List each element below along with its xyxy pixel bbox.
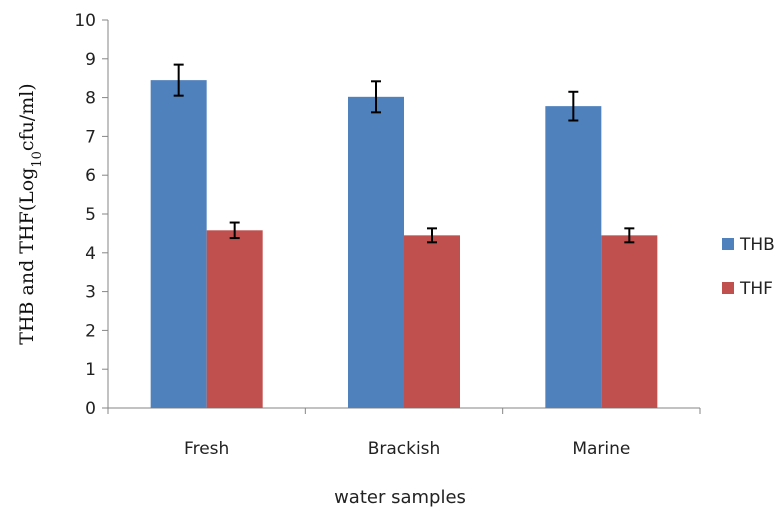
y-tick-label: 1 (85, 360, 96, 380)
bar-thb-marine (545, 106, 602, 409)
y-tick-label: 5 (85, 205, 96, 225)
y-tick-label: 7 (85, 127, 96, 147)
y-tick-label: 8 (85, 89, 96, 109)
y-tick-label: 2 (85, 321, 96, 341)
x-tick-label: Marine (572, 439, 630, 459)
y-axis-label: THB and THF(Log10cfu/ml) (16, 83, 45, 344)
bar-thf-marine (601, 235, 658, 408)
bar-thf-fresh (206, 230, 263, 408)
bar-thb-brackish (348, 96, 404, 408)
y-axis-label-tail: cfu/ml) (16, 83, 38, 151)
x-tick-label: Brackish (368, 439, 441, 459)
bar-thb-fresh (150, 80, 207, 408)
x-axis-label: water samples (334, 487, 466, 508)
y-axis-label-subscript: 10 (30, 151, 45, 168)
y-tick-label: 10 (74, 11, 96, 31)
y-tick-label: 6 (85, 166, 96, 186)
x-tick-label: Fresh (184, 439, 229, 459)
y-tick-label: 0 (85, 399, 96, 419)
y-axis-label-main: THB and THF(Log (16, 168, 38, 345)
y-tick-label: 3 (85, 283, 96, 303)
y-tick-label: 9 (85, 50, 96, 70)
legend-swatch-thb (722, 238, 734, 250)
y-tick-label: 4 (85, 244, 96, 264)
bar-thf-brackish (404, 235, 460, 408)
legend-label-thb: THB (739, 235, 775, 255)
legend-label-thf: THF (739, 279, 773, 299)
legend: THB THF (722, 235, 775, 299)
legend-swatch-thf (722, 282, 734, 294)
plot-area: 0 1 2 3 4 5 6 7 8 9 10 Fresh Brackish Marine (74, 11, 701, 459)
